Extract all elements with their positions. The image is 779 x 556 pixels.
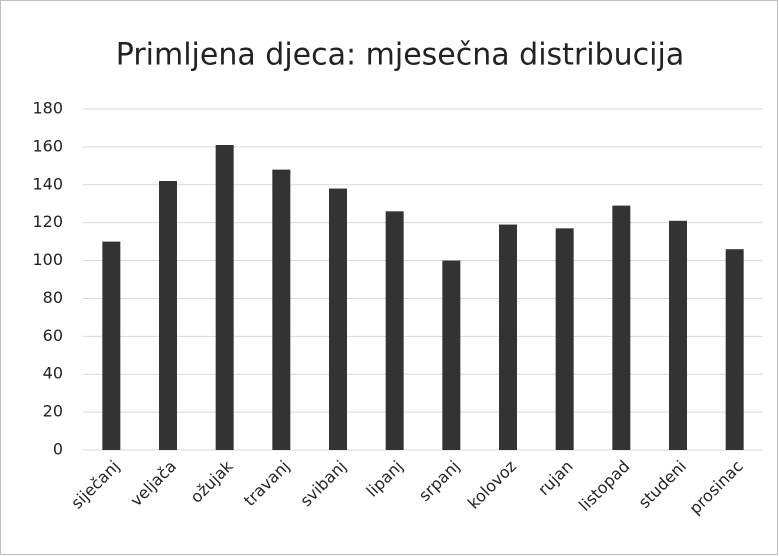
bar — [499, 224, 517, 450]
y-tick-label: 40 — [43, 364, 63, 383]
y-tick-label: 160 — [32, 136, 63, 155]
y-tick-label: 20 — [43, 402, 63, 421]
bar — [669, 220, 687, 450]
bar — [215, 144, 234, 450]
y-tick-label: 60 — [43, 326, 63, 345]
bar — [555, 228, 574, 450]
bar — [329, 188, 347, 451]
y-tick-label: 120 — [32, 212, 63, 231]
bar — [612, 205, 631, 450]
bar — [102, 241, 121, 450]
y-tick-label: 100 — [32, 250, 63, 269]
y-tick-label: 80 — [43, 288, 63, 307]
bar — [159, 180, 177, 450]
bar — [442, 260, 461, 450]
bar — [272, 169, 291, 450]
chart-title: Primljena djeca: mjesečna distribucija — [116, 38, 684, 73]
y-tick-label: 180 — [32, 99, 63, 118]
bar — [725, 249, 744, 450]
bar — [385, 211, 404, 450]
y-tick-label: 140 — [32, 174, 63, 193]
y-tick-label: 0 — [53, 440, 63, 459]
